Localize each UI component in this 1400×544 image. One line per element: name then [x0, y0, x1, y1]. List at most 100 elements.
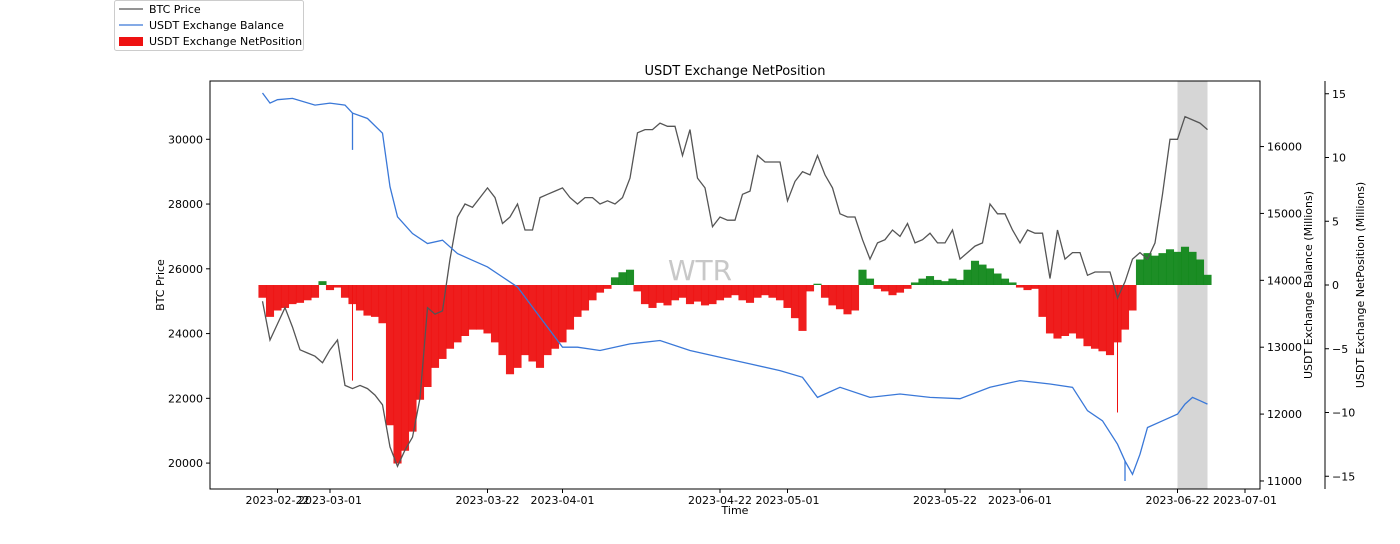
netposition-bar [738, 285, 747, 301]
watermark: WTR [668, 254, 732, 287]
netposition-bar [633, 285, 642, 292]
netposition-bar [663, 285, 672, 306]
netposition-bar [948, 278, 957, 285]
netposition-bar [498, 285, 507, 356]
netposition-bar [940, 281, 950, 285]
netposition-bar [978, 264, 987, 285]
legend-patch-netposition [119, 37, 143, 46]
netposition-bar [1053, 285, 1062, 339]
netposition-bar [438, 285, 447, 359]
left-tick-label: 22000 [168, 392, 203, 405]
netposition-bar [445, 285, 455, 349]
netposition-bar [535, 285, 545, 368]
netposition-bar [1030, 285, 1040, 289]
netposition-bar [1195, 259, 1205, 285]
netposition-bar [1105, 285, 1115, 356]
netposition-bar [295, 285, 305, 303]
x-tick-label: 2023-06-01 [988, 494, 1052, 507]
netposition-bar [378, 285, 387, 324]
netposition-bar [640, 285, 650, 305]
netposition-bar [865, 278, 875, 285]
netposition-bar [490, 285, 500, 343]
netposition-bar [888, 285, 897, 296]
netposition-bar [453, 285, 462, 343]
netposition-bar [468, 285, 477, 330]
netposition-bar [528, 285, 537, 362]
netposition-bar [1060, 285, 1070, 336]
balance-tick-label: 16000 [1267, 141, 1302, 154]
left-tick-label: 24000 [168, 328, 203, 341]
netposition-bar [895, 285, 905, 293]
netposition-bar [723, 285, 732, 298]
x-tick-label: 2023-05-22 [913, 494, 977, 507]
balance-tick-label: 11000 [1267, 475, 1302, 488]
netposition-bar [753, 285, 762, 298]
netposition-bar [903, 285, 912, 289]
netposition-bar [1023, 285, 1032, 291]
x-tick-label: 2023-02-22 [246, 494, 310, 507]
netposition-bar [768, 285, 777, 298]
netposition-bar [648, 285, 657, 308]
netposition-bar [393, 285, 402, 464]
x-tick-label: 2023-05-01 [756, 494, 820, 507]
netposition-bar [558, 285, 567, 343]
netposition-bar [813, 283, 822, 285]
left-tick-label: 20000 [168, 457, 203, 470]
netposition-bar [1180, 246, 1190, 285]
netposition-bar [783, 285, 792, 308]
netposition-bar [1165, 249, 1175, 285]
netposition-bar [1075, 285, 1085, 339]
legend-label: BTC Price [149, 3, 201, 16]
left-axis-label: BTC Price [154, 259, 167, 311]
netposition-bar [1173, 251, 1182, 285]
netposition-bar [543, 285, 552, 356]
netposition-tick-label: 0 [1332, 279, 1339, 292]
netposition-bar [1000, 278, 1010, 285]
x-tick-label: 2023-04-22 [688, 494, 752, 507]
netposition-bar [1158, 253, 1167, 285]
right-axis-label-netposition: USDT Exchange NetPosition (Millions) [1354, 182, 1367, 388]
netposition-bar [1090, 285, 1100, 349]
netposition-bar [775, 285, 785, 301]
netposition-bar [1203, 274, 1212, 285]
legend: BTC Price USDT Exchange Balance USDT Excha… [114, 0, 304, 51]
netposition-bar [880, 285, 890, 292]
netposition-bar [610, 277, 620, 285]
netposition-bar [580, 285, 590, 311]
chart-title: USDT Exchange NetPosition [645, 64, 826, 79]
netposition-bar [933, 279, 942, 285]
netposition-bar [340, 285, 350, 298]
legend-label: USDT Exchange NetPosition [149, 35, 302, 48]
netposition-bar [333, 285, 342, 288]
netposition-bar [1128, 285, 1137, 311]
balance-tick-label: 13000 [1267, 341, 1302, 354]
left-tick-label: 28000 [168, 198, 203, 211]
netposition-bar [550, 285, 560, 349]
left-tick-label: 30000 [168, 133, 203, 146]
x-tick-label: 2023-06-22 [1146, 494, 1210, 507]
netposition-bar [1068, 285, 1077, 334]
netposition-bar [1135, 259, 1145, 285]
plot-frame [209, 80, 1261, 490]
netposition-bar [430, 285, 440, 368]
netposition-bar [790, 285, 800, 319]
netposition-bar [963, 269, 972, 285]
netposition-bar [670, 285, 680, 301]
netposition-bar [655, 285, 665, 303]
btc-price-line [261, 115, 1208, 468]
netposition-bar [805, 285, 815, 292]
netposition-bar [1120, 285, 1130, 330]
netposition-tick-label: 15 [1332, 88, 1346, 101]
netposition-bar [1008, 282, 1017, 285]
netposition-bar [1038, 285, 1047, 317]
netposition-bar [355, 285, 365, 311]
legend-box [114, 0, 304, 51]
netposition-tick-label: 10 [1332, 152, 1346, 165]
netposition-bar [678, 285, 687, 298]
netposition-bar [745, 285, 755, 303]
netposition-bar [325, 285, 335, 291]
netposition-bar [835, 285, 845, 310]
netposition-bar [280, 285, 290, 308]
